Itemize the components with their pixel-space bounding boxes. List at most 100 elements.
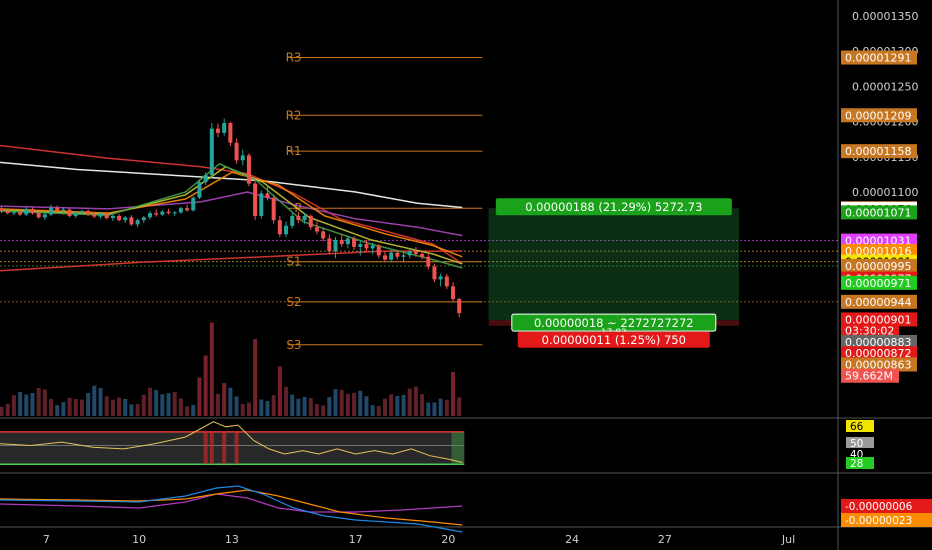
candle-body (376, 245, 381, 256)
candle-body (370, 245, 375, 249)
price-tag-label: 0.00000971 (845, 277, 911, 290)
candle-body (407, 251, 412, 256)
volume-bar (86, 393, 91, 416)
macd-tag-label: -0.00000006 (845, 501, 913, 513)
volume-bar (290, 394, 295, 416)
volume-bar (333, 389, 338, 416)
rsi-band (0, 431, 465, 465)
candle-body (160, 211, 165, 215)
time-tick-label: 24 (565, 533, 579, 546)
volume-bar (420, 394, 425, 416)
volume-bar (5, 403, 10, 416)
rsi-tag-label: 66 (850, 421, 864, 433)
candle-body (172, 212, 177, 214)
volume-bar (79, 399, 84, 416)
price-tag (841, 294, 917, 309)
volume-bar (185, 406, 190, 416)
volume-bar (209, 322, 214, 416)
price-tag (841, 275, 917, 290)
pivot-label: S3 (286, 338, 301, 352)
moving-average-line (0, 144, 463, 265)
pivot-label: R2 (286, 108, 302, 122)
candle-body (382, 255, 387, 260)
price-tag (841, 108, 917, 123)
price-tag-label: 0.00000995 (845, 260, 911, 273)
volume-bar (98, 387, 103, 416)
candle-body (49, 207, 54, 215)
moving-average-line (0, 162, 463, 269)
volume-bar (104, 396, 109, 416)
candle-body (308, 215, 313, 228)
volume-bar (296, 398, 301, 416)
price-tick-label: 0.00001250 (852, 80, 918, 93)
price-tag (841, 233, 917, 248)
candle-body (364, 244, 369, 249)
moving-average-line (0, 191, 463, 237)
volume-bar (154, 390, 159, 416)
volume-bar (42, 389, 47, 416)
volume-bar (49, 398, 54, 416)
moving-average-line (0, 250, 463, 272)
candle-body (42, 214, 47, 218)
candle-body (290, 215, 295, 226)
volume-bar (327, 397, 332, 416)
pivot-label: R3 (286, 51, 302, 65)
volume-bar (352, 392, 357, 416)
candle-body (30, 208, 35, 214)
price-tag (841, 205, 917, 220)
time-tick-label: 20 (441, 533, 455, 546)
rsi-tag-label: 28 (850, 458, 863, 470)
volume-bar (259, 399, 264, 416)
candle-body (73, 212, 78, 216)
candle-body (240, 155, 245, 161)
volume-bar (246, 402, 251, 416)
candle-body (358, 244, 363, 247)
price-tag-label: 0.00000863 (845, 358, 911, 371)
volume-bar (11, 395, 16, 416)
volume-bar (197, 377, 202, 416)
candle-body (302, 215, 307, 221)
candle-body (339, 239, 344, 245)
candle-body (420, 253, 425, 257)
target-label: 0.00000188 (21.29%) 5272.73 (525, 200, 702, 214)
volume-bar (407, 388, 412, 416)
candle-body (86, 211, 91, 215)
volume-bar (129, 404, 134, 416)
volume-bar (253, 339, 258, 416)
rsi-tag (846, 457, 874, 469)
pivot-label: R1 (286, 144, 302, 158)
candle-body (426, 256, 431, 267)
rsi-tag (846, 437, 874, 449)
volume-bar (389, 394, 394, 416)
volume-bar (0, 406, 4, 416)
rsi-overbought-bar (222, 431, 227, 465)
time-tick-label: 7 (43, 533, 50, 546)
volume-bar (24, 394, 29, 416)
volume-bar (432, 402, 437, 416)
price-tick-label: 0.00001100 (852, 186, 918, 199)
candle-body (0, 208, 4, 212)
rsi-overbought-bar (203, 431, 208, 465)
price-tag-label: 0.00000883 (845, 336, 911, 349)
candle-body (253, 183, 258, 216)
volume-bar (438, 398, 443, 416)
candle-body (234, 142, 239, 161)
volume-bar (191, 405, 196, 416)
macd-tag (841, 513, 932, 527)
price-tag-label: 0.00001158 (845, 145, 911, 158)
center-label-box (511, 313, 717, 332)
candle-body (135, 220, 140, 225)
rsi-tag-label: 50 (850, 438, 863, 450)
price-tag-label: 0.00001071 (845, 206, 911, 219)
candle-body (451, 286, 456, 300)
price-tag-label: 0.00000901 (845, 313, 911, 326)
candle-body (203, 175, 208, 183)
volume-bar (123, 398, 128, 416)
volume-bar (135, 403, 140, 416)
candle-body (457, 299, 462, 314)
candle-body (389, 252, 394, 260)
price-tag (841, 258, 917, 273)
candle-body (24, 208, 29, 215)
candle-body (327, 238, 332, 252)
